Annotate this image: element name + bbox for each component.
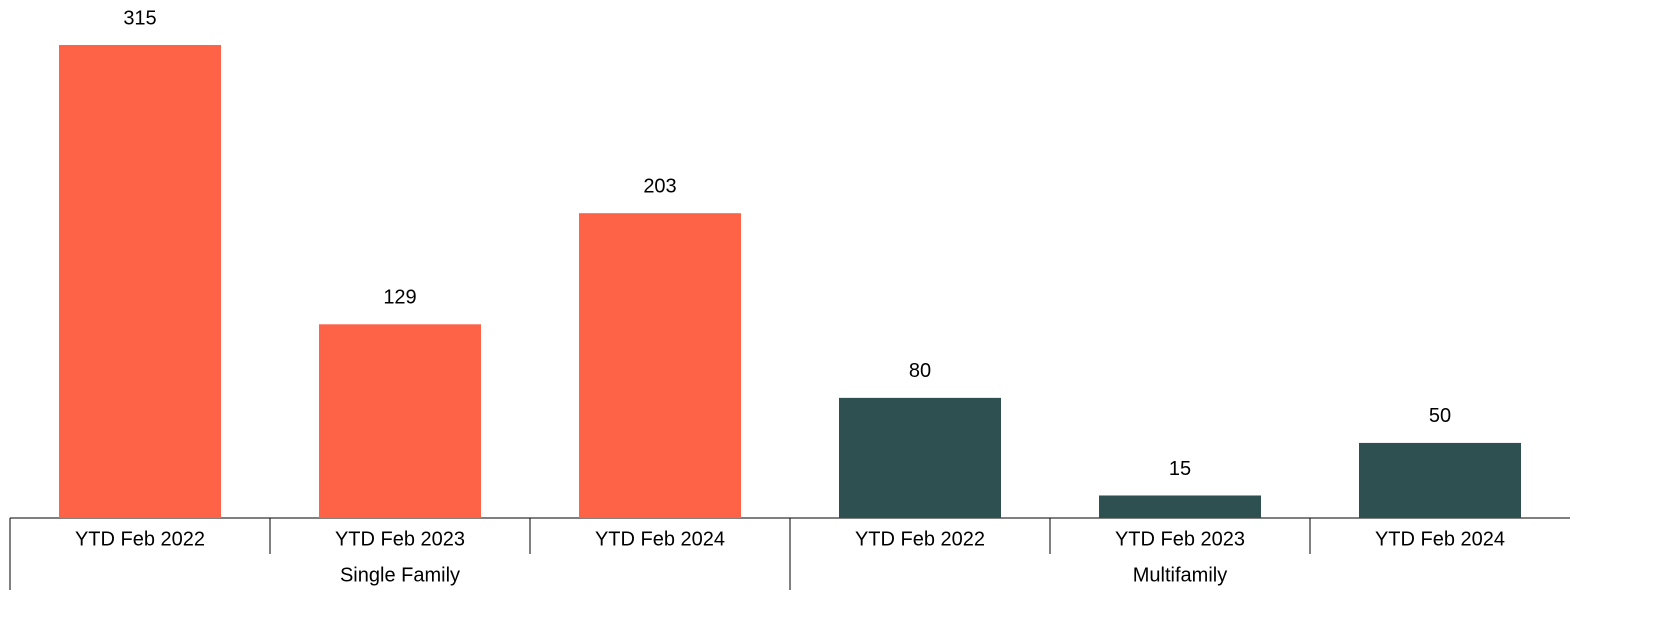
value-label: 50 [1429,405,1451,427]
value-label: 15 [1169,458,1191,480]
value-label: 80 [909,360,931,382]
group-label: Single Family [340,564,460,586]
bar [839,397,1001,518]
bar [579,213,741,518]
category-label: YTD Feb 2024 [595,528,725,550]
bar [1359,442,1521,518]
value-label: 203 [643,175,676,197]
category-label: YTD Feb 2022 [855,528,985,550]
category-label: YTD Feb 2022 [75,528,205,550]
group-label: Multifamily [1133,564,1227,586]
bar [1099,495,1261,518]
category-label: YTD Feb 2023 [335,528,465,550]
category-label: YTD Feb 2023 [1115,528,1245,550]
value-label: 129 [383,287,416,309]
bar [319,324,481,518]
category-label: YTD Feb 2024 [1375,528,1505,550]
value-label: 315 [123,7,156,29]
bar [59,45,221,518]
